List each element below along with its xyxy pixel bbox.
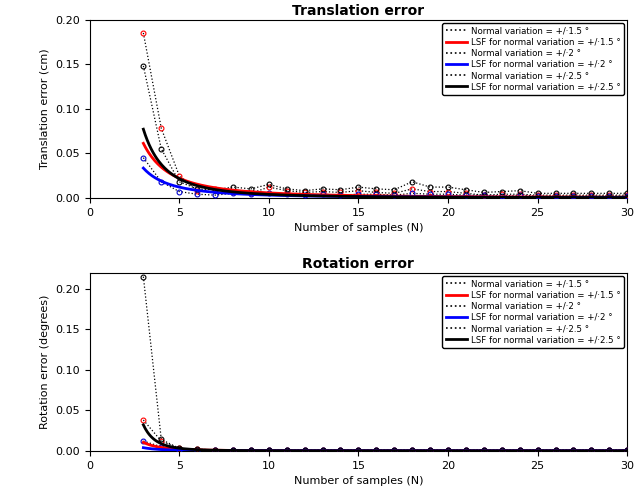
X-axis label: Number of samples (N): Number of samples (N) — [294, 223, 423, 233]
Legend: Normal variation = +/·1.5 °, LSF for normal variation = +/·1.5 °, Normal variati: Normal variation = +/·1.5 °, LSF for nor… — [442, 276, 624, 348]
X-axis label: Number of samples (N): Number of samples (N) — [294, 476, 423, 486]
Legend: Normal variation = +/·1.5 °, LSF for normal variation = +/·1.5 °, Normal variati: Normal variation = +/·1.5 °, LSF for nor… — [442, 23, 624, 95]
Y-axis label: Translation error (cm): Translation error (cm) — [40, 49, 49, 169]
Title: Rotation error: Rotation error — [303, 257, 414, 271]
Y-axis label: Rotation error (degrees): Rotation error (degrees) — [40, 294, 49, 429]
Title: Translation error: Translation error — [292, 4, 424, 19]
